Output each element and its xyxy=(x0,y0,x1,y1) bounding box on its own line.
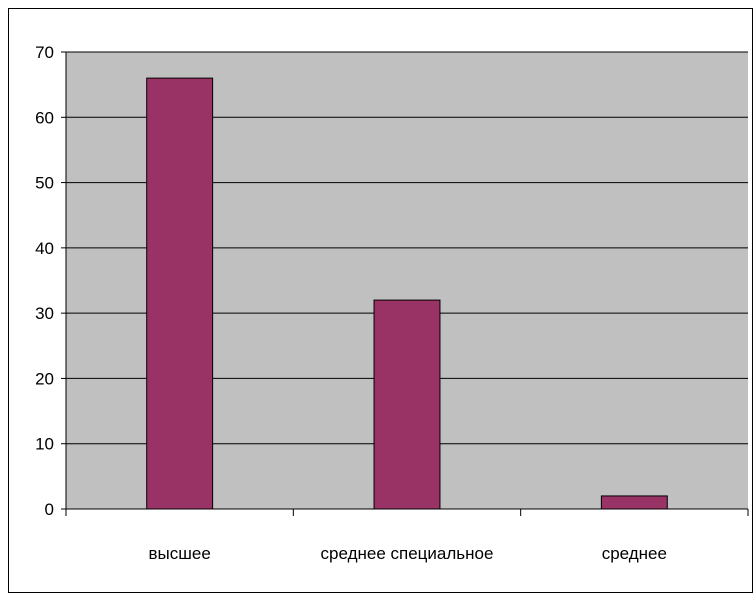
y-tick-label: 10 xyxy=(35,435,54,454)
labels: 0 10 20 30 40 50 60 70 высшее среднее специальное… xyxy=(35,43,667,563)
y-tick-label: 40 xyxy=(35,239,54,258)
axes xyxy=(61,51,749,516)
x-category-label: среднее xyxy=(602,544,667,563)
y-tick-label: 0 xyxy=(45,500,54,519)
bar xyxy=(373,299,441,510)
y-tick-label: 50 xyxy=(35,174,54,193)
y-tick-label: 70 xyxy=(35,43,54,62)
x-category-label: высшее xyxy=(149,544,211,563)
y-tick-label: 30 xyxy=(35,304,54,323)
y-tick-label: 20 xyxy=(35,369,54,388)
y-tick-label: 60 xyxy=(35,108,54,127)
bar xyxy=(146,77,214,510)
bar xyxy=(600,495,668,510)
x-category-label: среднее специальное xyxy=(321,544,494,563)
